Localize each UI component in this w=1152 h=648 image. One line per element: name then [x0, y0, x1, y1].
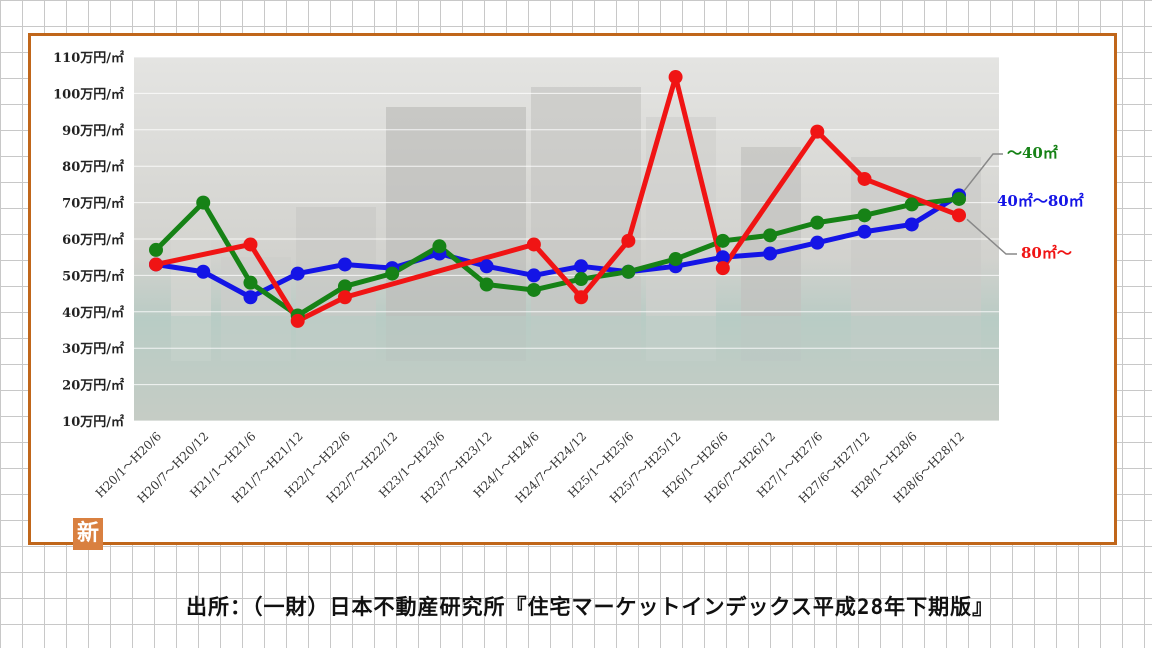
y-tick-label: 60万円/㎡ [62, 232, 124, 248]
series-label: 40㎡～80㎡ [997, 192, 1084, 210]
data-point [810, 235, 825, 250]
y-tick-label: 70万円/㎡ [62, 196, 124, 212]
data-point [952, 208, 966, 223]
data-point [243, 275, 258, 290]
data-point [290, 313, 305, 328]
y-tick-label: 90万円/㎡ [62, 123, 124, 139]
data-point [290, 266, 305, 281]
series-label: 80㎡～ [1021, 244, 1072, 262]
data-point [904, 217, 919, 232]
data-point [763, 228, 778, 243]
y-gridlines [134, 56, 999, 422]
data-point [857, 224, 872, 239]
series-line [155, 74, 960, 324]
label-leader [963, 153, 1003, 192]
data-point [668, 252, 683, 267]
data-point [574, 290, 589, 305]
data-point [715, 261, 730, 276]
data-point [763, 246, 778, 261]
y-tick-label: 40万円/㎡ [62, 305, 124, 321]
data-point [952, 191, 966, 206]
label-leader [966, 218, 1017, 255]
x-axis-tick-labels: H20/1～H20/6H20/7～H20/12H21/1～H21/6H21/7～… [93, 429, 967, 506]
data-point [621, 233, 636, 248]
data-point [526, 237, 541, 252]
y-tick-label: 20万円/㎡ [62, 378, 124, 394]
data-point [479, 277, 494, 292]
data-point [904, 197, 919, 212]
photo-building [531, 87, 641, 361]
data-point [574, 272, 589, 287]
photo-ground [134, 316, 999, 421]
line-chart: 110万円/㎡ 100万円/㎡ 90万円/㎡ 80万円/㎡ 70万円/㎡ 60万円/㎡ 50… [53, 50, 1084, 506]
data-point [715, 233, 730, 248]
data-point [668, 70, 683, 85]
data-point [526, 282, 541, 297]
data-point [526, 268, 541, 283]
data-point [196, 264, 211, 279]
series-labels: 40㎡～80㎡ ～40㎡ 80㎡～ [963, 144, 1084, 262]
new-badge: 新 [73, 518, 103, 550]
data-point [574, 259, 589, 274]
y-axis-tick-labels: 110万円/㎡ 100万円/㎡ 90万円/㎡ 80万円/㎡ 70万円/㎡ 60万円/㎡ 50… [53, 50, 124, 430]
y-tick-label: 100万円/㎡ [53, 86, 124, 102]
data-point [857, 208, 872, 223]
data-point [337, 290, 352, 305]
series-lines [154, 74, 961, 324]
data-point [810, 215, 825, 230]
data-point [857, 171, 872, 186]
data-point [196, 195, 211, 210]
y-tick-label: 110万円/㎡ [53, 50, 124, 66]
y-tick-label: 80万円/㎡ [62, 159, 124, 175]
y-tick-label: 50万円/㎡ [62, 268, 124, 284]
data-point [432, 239, 447, 254]
source-note: 出所：（一財）日本不動産研究所『住宅マーケットインデックス平成28年下期版』 [186, 595, 995, 619]
series-label: ～40㎡ [1007, 144, 1058, 162]
y-tick-label: 30万円/㎡ [62, 341, 124, 357]
data-point [149, 257, 163, 272]
data-point [149, 242, 163, 257]
data-point [479, 259, 494, 274]
data-point [621, 264, 636, 279]
data-point [810, 124, 825, 139]
data-point [243, 290, 258, 305]
data-point [337, 257, 352, 272]
data-point [715, 250, 730, 265]
data-point [385, 266, 400, 281]
chart-frame: 110万円/㎡ 100万円/㎡ 90万円/㎡ 80万円/㎡ 70万円/㎡ 60万円/㎡ 50… [28, 33, 1117, 550]
y-tick-label: 10万円/㎡ [62, 414, 124, 430]
series-points [149, 70, 966, 328]
data-point [337, 279, 352, 294]
data-point [243, 237, 258, 252]
